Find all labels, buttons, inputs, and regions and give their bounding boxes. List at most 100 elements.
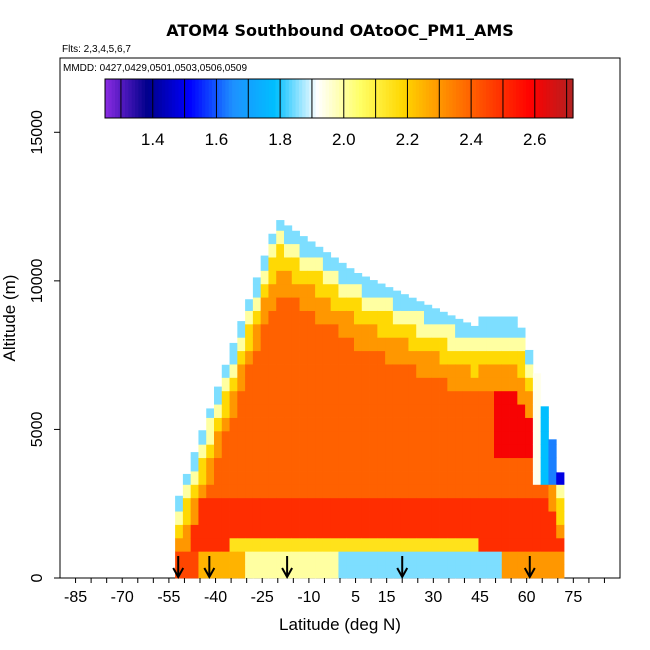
heatmap-cell: [439, 417, 448, 432]
heatmap-cell: [354, 323, 363, 338]
heatmap-cell: [494, 524, 503, 539]
heatmap-cell: [291, 350, 300, 365]
colorbar-swatch: [502, 79, 507, 118]
heatmap-cell: [377, 337, 386, 352]
colorbar-tick-label: 2.2: [396, 130, 420, 149]
x-tick-label: -55: [157, 589, 180, 606]
heatmap-cell: [556, 537, 565, 552]
heatmap-cell: [361, 337, 370, 352]
heatmap-cell: [447, 417, 456, 432]
colorbar-swatch: [282, 79, 287, 118]
heatmap-cell: [478, 537, 487, 552]
heatmap-cell: [424, 497, 433, 512]
heatmap-cell: [206, 497, 215, 512]
heatmap-cell: [221, 417, 230, 432]
heatmap-cell: [237, 430, 246, 445]
heatmap-cell: [455, 417, 464, 432]
heatmap-cell: [268, 390, 277, 405]
heatmap-cell: [361, 497, 370, 512]
heatmap-cell: [470, 404, 479, 418]
heatmap-cell: [284, 283, 293, 298]
heatmap-cell: [338, 337, 347, 352]
colorbar-swatch: [222, 79, 226, 118]
heatmap-cell: [322, 257, 332, 271]
heatmap-cell: [307, 537, 316, 552]
heatmap-cell: [284, 225, 293, 231]
heatmap-cell: [322, 417, 332, 432]
heatmap-cell: [462, 350, 472, 365]
heatmap-cell: [532, 377, 542, 392]
heatmap-cell: [338, 404, 347, 418]
heatmap-cell: [408, 390, 417, 405]
heatmap-cell: [198, 430, 207, 432]
x-tick-label: -10: [297, 589, 320, 606]
heatmap-cell: [548, 537, 557, 552]
heatmap-cell: [462, 511, 472, 525]
colorbar-swatch: [302, 79, 307, 118]
heatmap-cell: [315, 364, 324, 378]
heatmap-cell: [268, 551, 277, 566]
colorbar-swatch: [158, 79, 163, 118]
heatmap-cell: [532, 511, 542, 525]
heatmap-cell: [424, 404, 433, 418]
heatmap-cell: [361, 551, 370, 566]
heatmap-cell: [330, 484, 339, 499]
heatmap-cell: [462, 322, 472, 325]
heatmap-cell: [486, 457, 495, 472]
heatmap-cell: [252, 277, 262, 285]
heatmap-cell: [237, 404, 246, 418]
heatmap-cell: [245, 390, 254, 405]
heatmap-cell: [509, 524, 518, 539]
heatmap-cell: [354, 430, 363, 445]
heatmap-cell: [455, 511, 464, 525]
heatmap-cell: [424, 511, 433, 525]
heatmap-cell: [214, 390, 223, 405]
heatmap-cell: [276, 564, 285, 579]
colorbar-swatch: [509, 79, 514, 118]
colorbar-swatch: [141, 79, 146, 118]
heatmap-cell: [501, 390, 510, 405]
heatmap-cell: [291, 364, 300, 378]
heatmap-cell: [424, 524, 433, 539]
heatmap-cell: [322, 457, 332, 472]
heatmap-cell: [400, 294, 409, 298]
heatmap-cell: [447, 497, 456, 512]
colorbar-swatch: [111, 79, 116, 118]
heatmap-cell: [315, 551, 324, 566]
heatmap-cell: [322, 364, 332, 378]
heatmap-cell: [260, 511, 269, 525]
heatmap-cell: [400, 471, 409, 485]
heatmap-cell: [369, 430, 378, 445]
heatmap-cell: [462, 497, 472, 512]
heatmap-cell: [315, 537, 324, 552]
heatmap-cell: [501, 551, 510, 566]
colorbar-swatch: [272, 79, 277, 118]
y-tick-label: 10000: [29, 259, 46, 304]
heatmap-cell: [478, 390, 487, 405]
heatmap-cell: [548, 524, 557, 539]
colorbar-swatch: [125, 79, 129, 118]
heatmap-cell: [439, 497, 448, 512]
heatmap-cell: [385, 430, 394, 445]
heatmap-cell: [229, 390, 238, 405]
y-axis: 0 5000 10000 15000: [29, 110, 60, 582]
heatmap-cell: [291, 283, 300, 298]
colorbar: 1.4 1.6 1.8 2.0 2.2 2.4 2.6: [104, 78, 574, 149]
colorbar-swatch: [128, 79, 133, 118]
heatmap-cell: [291, 390, 300, 405]
heatmap-cell: [525, 417, 534, 432]
heatmap-cell: [182, 497, 192, 512]
heatmap-cell: [346, 337, 355, 352]
heatmap-cell: [268, 404, 277, 418]
heatmap-cell: [478, 404, 487, 418]
heatmap-cell: [361, 276, 370, 285]
heatmap-cell: [284, 404, 293, 418]
heatmap-cell: [424, 430, 433, 445]
heatmap-cell: [338, 484, 347, 499]
colorbar-swatch: [552, 79, 557, 118]
heatmap-cell: [525, 471, 534, 485]
heatmap-cell: [486, 524, 495, 539]
colorbar-tick-label: 2.6: [523, 130, 547, 149]
heatmap-cell: [237, 484, 246, 499]
colorbar-swatch: [546, 79, 551, 118]
